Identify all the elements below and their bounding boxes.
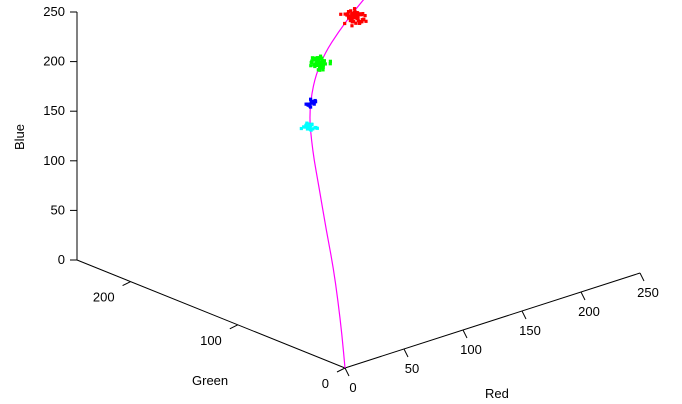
- data-point: [299, 126, 303, 131]
- curve-layer: [309, 0, 365, 369]
- data-point: [322, 59, 327, 63]
- z-tick-label: 150: [43, 103, 65, 118]
- x-tick-label: 50: [405, 361, 419, 376]
- data-point: [320, 56, 324, 60]
- x-tick-label: 150: [519, 323, 541, 338]
- x-tick-mark: [403, 348, 409, 358]
- data-point: [346, 12, 350, 16]
- data-point: [343, 21, 347, 26]
- data-point: [349, 9, 353, 13]
- x-tick-label: 0: [349, 380, 356, 395]
- data-point: [356, 15, 360, 19]
- data-point: [361, 11, 365, 16]
- data-point: [318, 66, 323, 70]
- x-tick-mark: [521, 310, 527, 320]
- y-tick-mark: [229, 324, 239, 330]
- data-point: [309, 123, 313, 128]
- data-point: [305, 123, 309, 127]
- x-axis-label: Red: [485, 386, 509, 401]
- data-point: [321, 68, 325, 72]
- data-point: [311, 57, 316, 61]
- data-point: [310, 100, 315, 104]
- data-point: [302, 125, 306, 129]
- data-point: [364, 19, 368, 23]
- z-tick-label: 200: [43, 54, 65, 69]
- x-tick-label: 200: [578, 304, 600, 319]
- x-axis-line: [344, 272, 641, 369]
- data-point: [363, 13, 367, 18]
- x-tick-mark: [580, 291, 586, 301]
- data-point: [313, 98, 317, 103]
- data-point: [352, 14, 357, 18]
- z-tick-label: 250: [43, 4, 65, 19]
- data-point: [328, 59, 333, 63]
- axes: 0 50 100 150 200 250 0 100 200 0 50 100 150 200 250: [43, 4, 659, 395]
- y-tick-mark: [122, 281, 131, 287]
- data-point: [321, 61, 325, 66]
- x-tick-label: 250: [637, 285, 659, 300]
- data-point: [350, 20, 354, 24]
- data-point: [318, 54, 323, 58]
- data-point: [317, 59, 321, 63]
- y-tick-label: 200: [93, 290, 115, 305]
- data-point: [321, 65, 325, 69]
- data-point: [317, 56, 321, 61]
- data-point: [353, 10, 357, 14]
- data-point: [351, 13, 355, 17]
- x-tick-mark: [639, 272, 645, 282]
- data-point: [309, 64, 313, 68]
- data-point: [318, 68, 322, 72]
- z-tick-label: 50: [51, 202, 65, 217]
- data-point: [319, 60, 323, 65]
- y-axis-label: Green: [192, 373, 228, 388]
- x-tick-mark: [344, 367, 350, 377]
- data-point: [307, 103, 311, 107]
- data-point: [350, 11, 354, 15]
- data-point: [306, 125, 310, 129]
- points-layer: [299, 7, 368, 132]
- fitted-curve: [309, 0, 365, 369]
- y-tick-mark: [336, 367, 346, 373]
- data-point: [311, 127, 315, 131]
- x-tick-label: 100: [460, 342, 482, 357]
- data-point: [356, 19, 360, 23]
- data-point: [312, 102, 316, 106]
- data-point: [352, 7, 357, 11]
- data-point: [313, 56, 317, 60]
- data-point: [357, 12, 362, 16]
- data-point: [309, 105, 313, 109]
- data-point: [328, 62, 332, 66]
- data-point: [348, 18, 352, 23]
- data-point: [316, 63, 321, 67]
- data-point: [343, 12, 347, 16]
- data-point: [307, 127, 311, 131]
- y-tick-label: 0: [322, 376, 329, 391]
- data-point: [355, 11, 360, 15]
- data-point: [314, 61, 318, 65]
- x-tick-mark: [462, 329, 468, 339]
- data-point: [350, 24, 354, 28]
- data-point: [315, 58, 319, 63]
- data-point: [354, 21, 358, 25]
- data-point: [358, 21, 362, 25]
- data-point: [309, 60, 313, 65]
- data-point: [346, 10, 351, 14]
- data-point: [319, 63, 324, 67]
- data-point: [348, 15, 352, 19]
- data-point: [308, 127, 313, 131]
- data-point: [309, 97, 313, 101]
- data-point: [353, 16, 357, 20]
- z-tick-label: 0: [58, 252, 65, 267]
- z-tick-label: 100: [43, 153, 65, 168]
- data-point: [323, 62, 327, 66]
- y-axis-line: [76, 259, 346, 369]
- data-point: [339, 12, 343, 16]
- data-point: [360, 20, 364, 24]
- y-tick-label: 100: [200, 333, 222, 348]
- data-point: [361, 18, 366, 22]
- z-axis-label: Blue: [12, 124, 27, 150]
- data-point: [315, 126, 319, 130]
